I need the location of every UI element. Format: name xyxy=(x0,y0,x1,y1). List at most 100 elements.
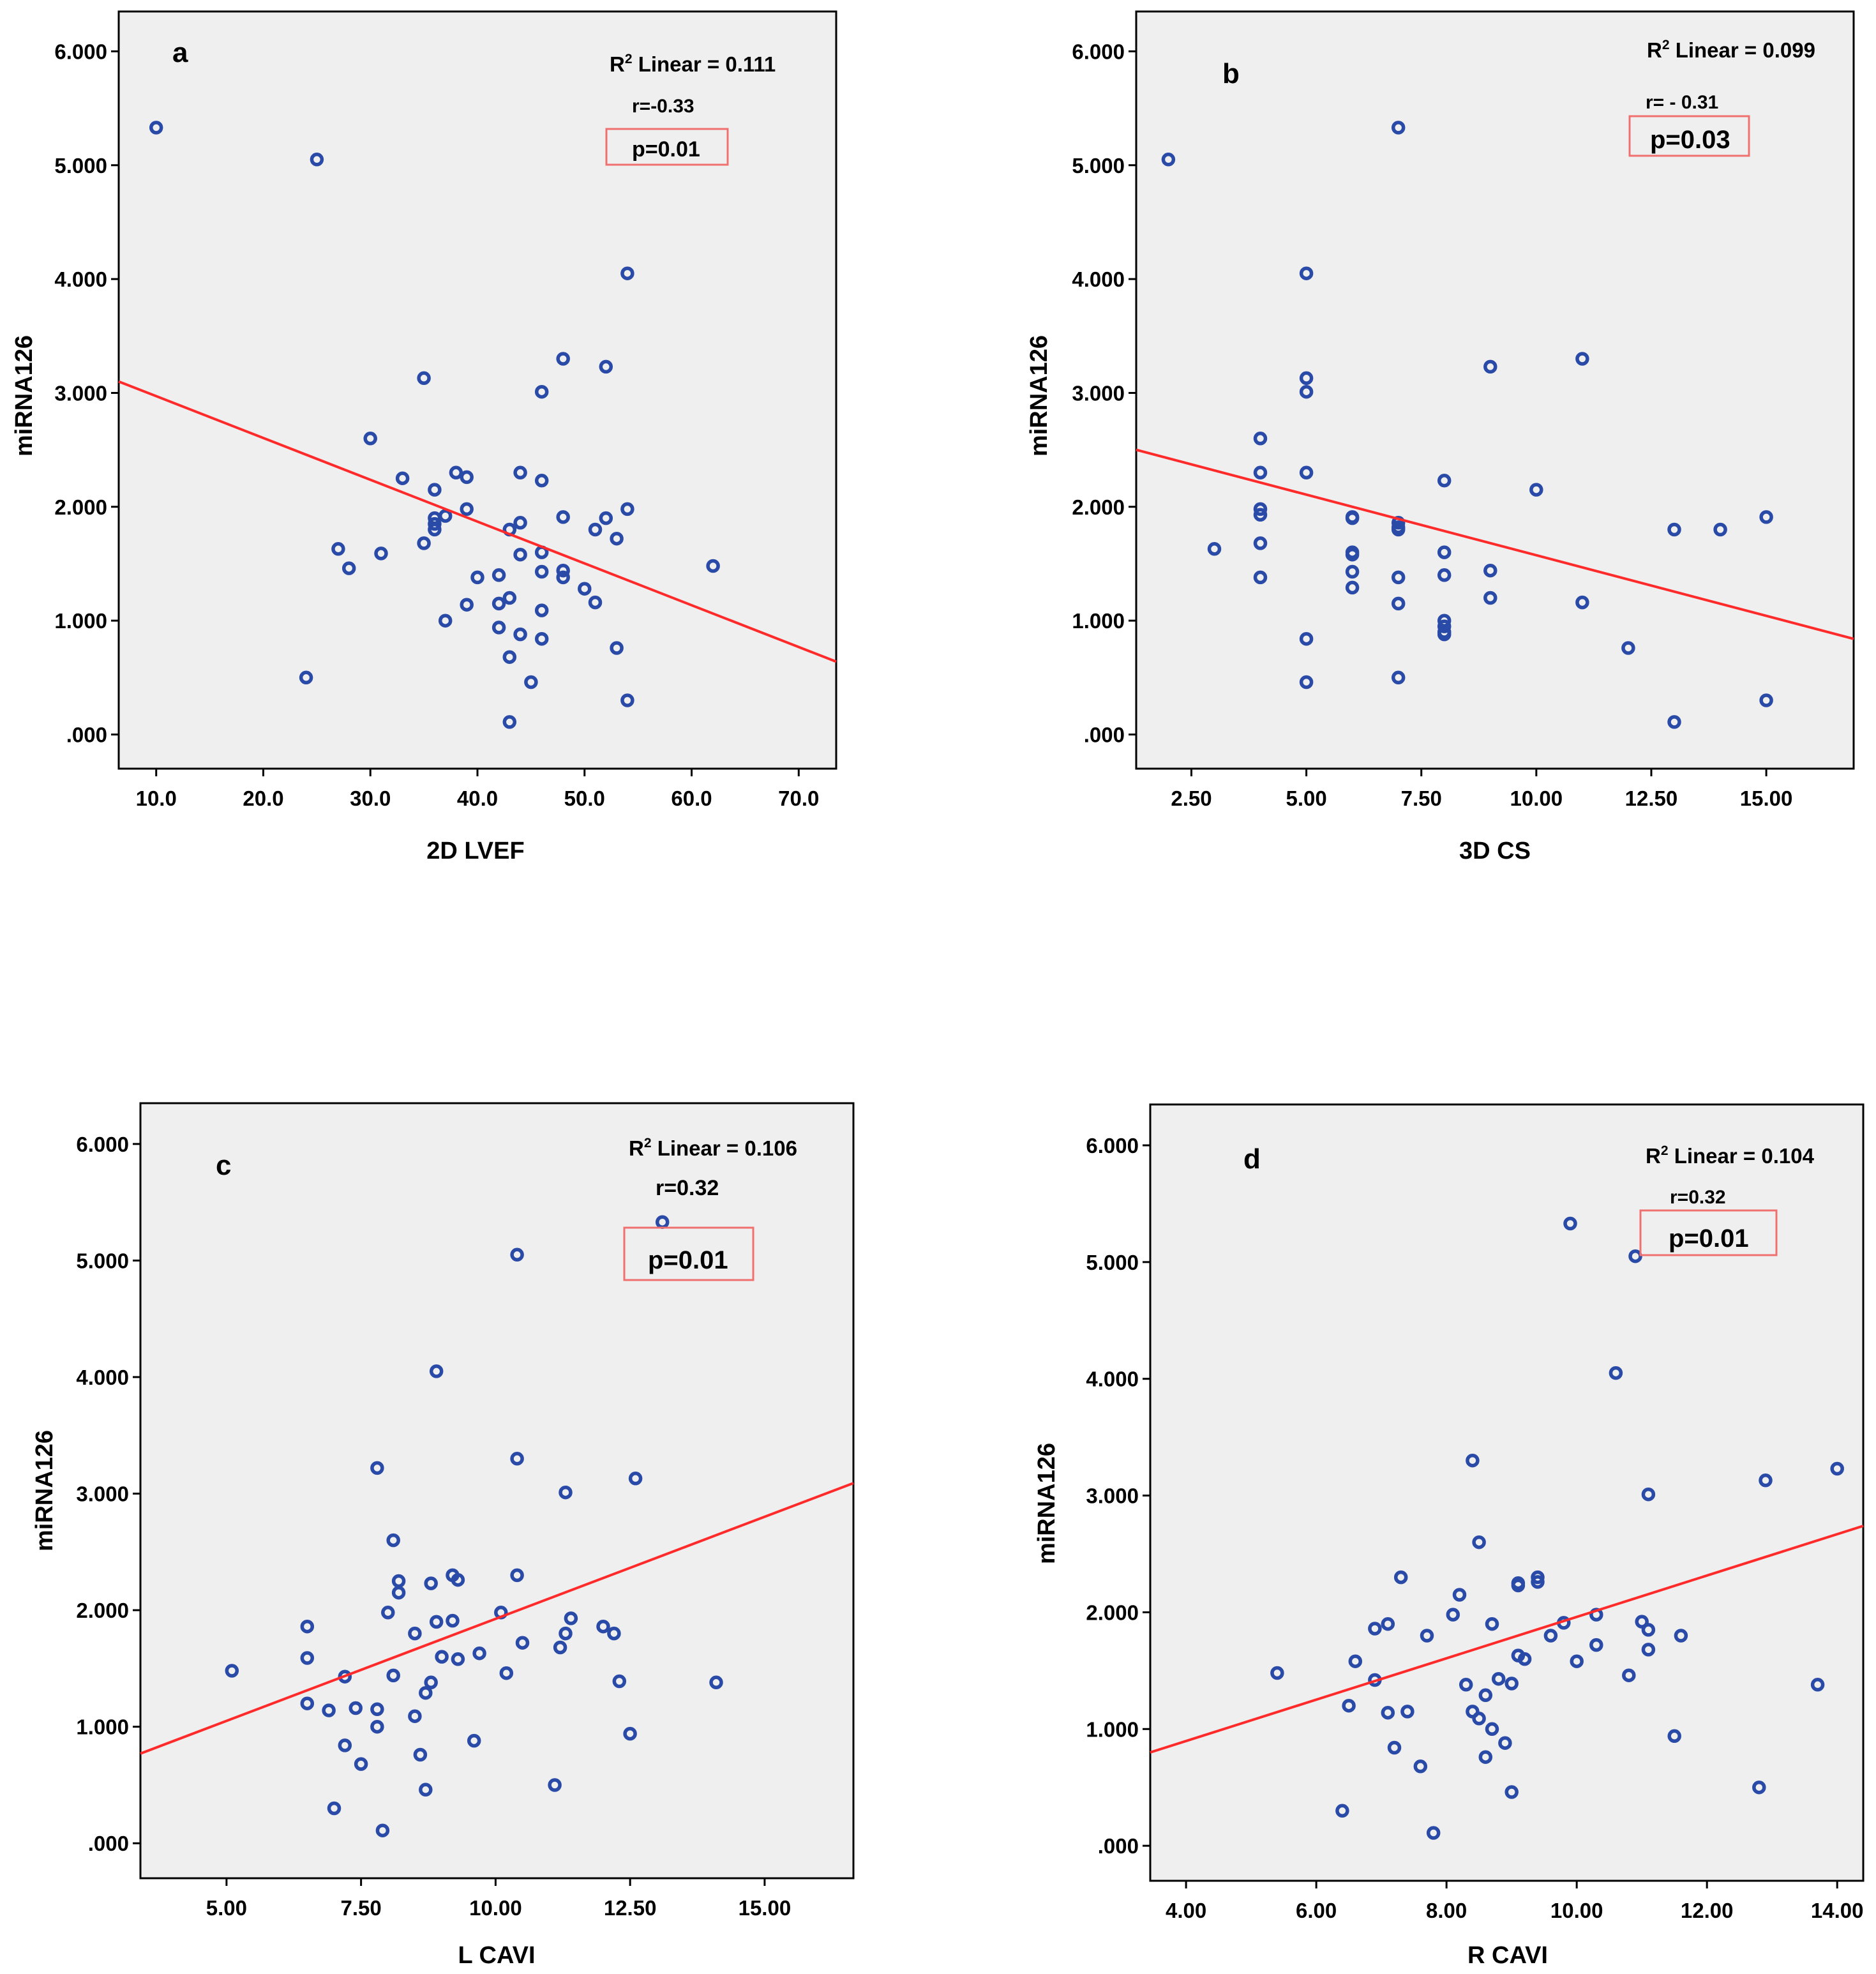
data-point xyxy=(1641,1623,1656,1637)
y-tick-label: .000 xyxy=(66,723,107,746)
data-point xyxy=(1299,465,1314,480)
data-point xyxy=(1472,1535,1486,1549)
x-axis-label: L CAVI xyxy=(458,1942,535,1969)
data-point xyxy=(1491,1671,1506,1686)
data-point xyxy=(349,1701,363,1715)
x-tick-label: 15.00 xyxy=(1740,787,1793,810)
data-point xyxy=(370,1702,384,1717)
data-point xyxy=(1391,121,1406,135)
data-point xyxy=(1393,1570,1408,1585)
p-value-box xyxy=(1639,1209,1778,1256)
y-axis-label: miRNA126 xyxy=(31,1430,58,1551)
data-point xyxy=(548,1778,562,1792)
data-point xyxy=(1161,153,1176,167)
data-point xyxy=(381,1606,395,1620)
data-point xyxy=(451,1652,465,1666)
data-point xyxy=(363,432,377,446)
data-point xyxy=(596,1619,610,1634)
x-axis-label: 3D CS xyxy=(1459,838,1531,864)
data-point xyxy=(338,1738,352,1752)
data-point xyxy=(1622,1668,1636,1682)
data-point xyxy=(1759,510,1773,524)
data-point xyxy=(1400,1705,1415,1719)
data-point xyxy=(524,675,538,689)
data-point xyxy=(1531,1570,1545,1585)
data-point xyxy=(1345,580,1360,595)
data-point xyxy=(534,631,549,646)
data-point xyxy=(1511,1578,1526,1593)
data-point xyxy=(1345,564,1360,579)
x-tick-label: 10.0 xyxy=(136,787,177,810)
x-tick-label: 50.0 xyxy=(564,787,605,810)
data-point xyxy=(451,1572,465,1587)
data-point xyxy=(449,465,463,480)
data-point xyxy=(1641,1643,1656,1657)
data-point xyxy=(1570,1654,1584,1668)
x-tick-label: 30.0 xyxy=(350,787,391,810)
regression-line xyxy=(140,1482,854,1755)
y-tick-label: 1.000 xyxy=(1072,609,1125,633)
data-point xyxy=(386,1668,400,1683)
panel-d: 4.00 6.00 8.00 10.00 12.00 14.00 .000 1.000 2.00… xyxy=(1033,1103,1865,1969)
data-point xyxy=(502,591,517,605)
data-point xyxy=(1635,1615,1649,1629)
data-point xyxy=(1413,1759,1428,1774)
data-point xyxy=(1759,693,1773,707)
data-point xyxy=(1667,522,1681,537)
data-point xyxy=(438,614,453,628)
y-tick-label: 1.000 xyxy=(76,1715,129,1739)
data-point xyxy=(327,1801,341,1816)
data-point xyxy=(513,465,527,480)
data-point xyxy=(534,474,549,488)
data-point xyxy=(395,471,410,485)
data-point xyxy=(1810,1678,1825,1692)
data-point xyxy=(607,1626,621,1641)
data-point xyxy=(513,547,527,562)
data-point xyxy=(149,121,163,135)
data-point xyxy=(1437,568,1452,582)
data-point xyxy=(1253,570,1268,585)
y-tick-label: 5.000 xyxy=(76,1249,129,1272)
data-point xyxy=(1517,1652,1532,1666)
data-point xyxy=(578,582,592,596)
x-tick-label: 10.00 xyxy=(469,1896,522,1920)
data-point xyxy=(1713,522,1727,537)
x-tick-label: 5.00 xyxy=(206,1896,247,1920)
data-point xyxy=(513,627,527,642)
data-point xyxy=(1575,595,1589,610)
y-tick-label: 4.000 xyxy=(1072,267,1125,291)
data-point xyxy=(1437,474,1452,488)
data-point xyxy=(499,1666,514,1680)
x-tick-label: 12.50 xyxy=(604,1896,657,1920)
y-tick-label: 5.000 xyxy=(54,154,107,177)
data-point xyxy=(1437,545,1452,559)
data-point xyxy=(1483,591,1497,605)
data-point xyxy=(502,715,517,729)
data-point xyxy=(460,598,474,612)
data-point xyxy=(510,1452,524,1466)
data-point xyxy=(534,603,549,617)
y-tick-label: 3.000 xyxy=(1086,1484,1139,1508)
data-point xyxy=(1299,266,1314,280)
data-point xyxy=(375,1823,390,1837)
data-point xyxy=(1452,1588,1467,1602)
data-point xyxy=(556,352,570,366)
data-point xyxy=(300,1619,315,1634)
x-tick-label: 10.00 xyxy=(1550,1899,1603,1922)
x-tick-label: 7.50 xyxy=(341,1896,382,1920)
data-point xyxy=(435,1650,449,1664)
x-tick-label: 7.50 xyxy=(1401,787,1442,810)
data-point xyxy=(408,1709,422,1723)
y-tick-label: 3.000 xyxy=(76,1482,129,1506)
plot-area xyxy=(139,1102,855,1880)
data-point xyxy=(310,153,324,167)
r2-annotation: R2 Linear = 0.099 xyxy=(1647,38,1815,62)
p-value-text: p=0.01 xyxy=(1669,1224,1749,1253)
x-tick-label: 4.00 xyxy=(1166,1899,1206,1922)
p-value-text: p=0.01 xyxy=(648,1246,728,1274)
regression-line xyxy=(118,380,837,663)
r2-superscript: 2 xyxy=(625,52,633,66)
data-point xyxy=(1752,1780,1766,1795)
data-point xyxy=(492,568,506,582)
